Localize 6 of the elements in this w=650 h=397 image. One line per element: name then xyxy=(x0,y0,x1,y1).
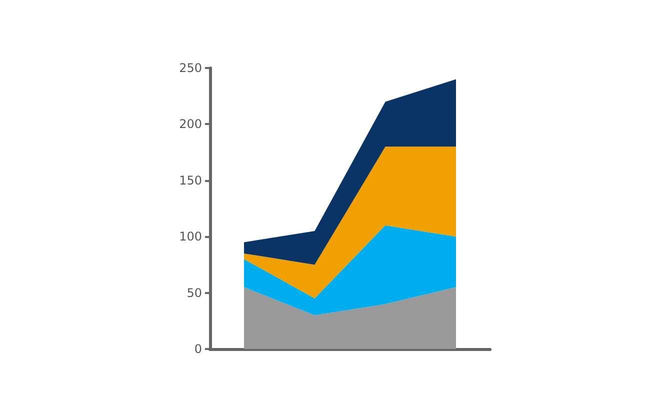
y-tick-label: 250 xyxy=(179,61,202,75)
y-tick-label: 150 xyxy=(179,173,202,188)
y-tick-label: 100 xyxy=(179,230,202,244)
y-tick-label: 50 xyxy=(186,286,202,300)
y-tick-label: 200 xyxy=(179,117,202,132)
y-tick-label: 0 xyxy=(194,342,202,356)
